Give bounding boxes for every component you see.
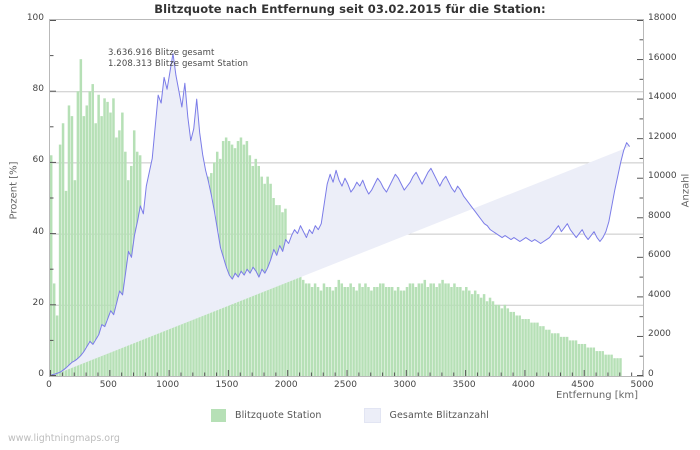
- legend-swatch: [210, 409, 226, 422]
- x-axis-tick-label: 2000: [274, 380, 298, 390]
- x-axis-tick-label: 4500: [571, 380, 595, 390]
- y-axis-right-tick-label: 4000: [648, 289, 671, 300]
- plot-area: 3.636.916 Blitze gesamt 1.208.313 Blitze…: [49, 19, 644, 377]
- legend-swatch: [363, 408, 381, 423]
- y-axis-right-ticks: [637, 20, 643, 376]
- y-axis-right-tick-label: 18000: [648, 13, 677, 23]
- legend-label: Gesamte Blitzanzahl: [389, 410, 490, 421]
- x-axis-tick-label: 0: [46, 380, 52, 390]
- y-axis-left-ticks: [50, 20, 56, 376]
- annotation-station-strikes: 1.208.313 Blitze gesamt Station: [108, 59, 249, 69]
- y-axis-right-tick-label: 14000: [648, 92, 677, 103]
- annotation-total-strikes: 3.636.916 Blitze gesamt: [108, 48, 215, 58]
- x-axis-label: Entfernung [km]: [556, 390, 639, 401]
- watermark: www.lightningmaps.org: [8, 433, 120, 444]
- plot-svg: [50, 20, 643, 376]
- y-axis-right-tick-label: 10000: [648, 171, 677, 182]
- x-axis-tick-label: 5000: [630, 380, 654, 390]
- y-axis-left-tick-label: 40: [32, 226, 44, 237]
- x-axis-ticks: [50, 370, 643, 376]
- y-axis-left-tick-label: 80: [32, 84, 44, 95]
- legend-item[interactable]: Blitzquote Station: [210, 409, 322, 422]
- legend-gap: [322, 415, 364, 416]
- y-axis-left-tick-label: 60: [32, 155, 44, 166]
- y-axis-right-tick-label: 16000: [648, 52, 677, 63]
- y-axis-left-tick-label: 0: [38, 369, 44, 379]
- chart-legend: Blitzquote Station Gesamte Blitzanzahl: [0, 408, 700, 423]
- line-series-gesamte-blitzanzahl: [51, 53, 630, 376]
- legend-item[interactable]: Gesamte Blitzanzahl: [363, 408, 490, 423]
- chart-title: Blitzquote nach Entfernung seit 03.02.20…: [154, 2, 546, 16]
- area-fill-gesamte-blitzanzahl: [51, 53, 630, 376]
- y-axis-left-tick-label: 100: [26, 13, 44, 23]
- x-axis-tick-label: 500: [99, 380, 117, 390]
- x-axis-tick-label: 2500: [334, 380, 357, 390]
- legend-label: Blitzquote Station: [234, 410, 322, 421]
- x-axis-tick-label: 4000: [511, 380, 535, 390]
- x-axis-tick-label: 3500: [452, 380, 476, 390]
- y-axis-right-tick-label: 12000: [648, 131, 677, 142]
- x-axis-tick-label: 3000: [393, 380, 417, 390]
- x-axis-tick-label: 1500: [215, 380, 239, 390]
- y-axis-right-tick-label: 8000: [648, 210, 671, 221]
- y-axis-right-tick-label: 6000: [648, 250, 671, 261]
- y-axis-left-tick-label: 20: [32, 297, 44, 308]
- y-axis-right-tick-label: 0: [648, 369, 654, 379]
- x-axis-tick-label: 1000: [156, 380, 180, 390]
- y-axis-right-tick-label: 2000: [648, 329, 671, 340]
